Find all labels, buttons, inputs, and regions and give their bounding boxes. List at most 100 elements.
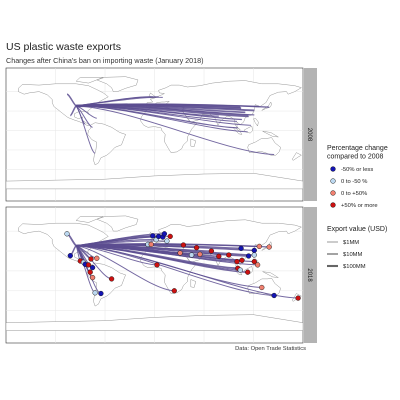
color-legend-label: -50% or less bbox=[341, 167, 373, 173]
size-legend-label: $10MM bbox=[343, 252, 363, 258]
destination-point bbox=[295, 295, 301, 301]
destination-point bbox=[180, 242, 187, 248]
destination-point bbox=[98, 290, 104, 297]
destination-point bbox=[167, 233, 173, 240]
panel-2018-basemap bbox=[6, 215, 303, 331]
panel-2008-land-shape bbox=[262, 130, 279, 138]
color-legend-swatch bbox=[330, 202, 336, 208]
panel-2008-flow-line bbox=[75, 105, 97, 119]
destination-point bbox=[188, 252, 195, 258]
destination-point bbox=[177, 250, 183, 256]
destination-point bbox=[245, 253, 252, 259]
panel-2008-land-shape bbox=[18, 83, 109, 126]
panel-2018-points bbox=[64, 231, 301, 301]
size-legend-items: $1MM $10MM $100MM bbox=[327, 240, 366, 270]
panel-2008-land-shape bbox=[261, 101, 272, 111]
strip-label-2008: 2008 bbox=[306, 128, 312, 142]
panel-2008-flow-line bbox=[76, 103, 270, 108]
panel-2018-land-shape bbox=[96, 215, 139, 232]
destination-point bbox=[92, 290, 98, 296]
panel-2018-flow-line bbox=[76, 244, 197, 249]
destination-point bbox=[193, 245, 200, 251]
chart-subtitle: Changes after China's ban on importing w… bbox=[6, 56, 204, 65]
color-legend-swatch bbox=[330, 166, 336, 172]
panel-2018-flow-line bbox=[76, 245, 262, 288]
destination-point bbox=[85, 262, 92, 268]
destination-point bbox=[154, 262, 160, 268]
destination-point bbox=[239, 257, 245, 263]
panel-2008-land-shape bbox=[190, 138, 197, 147]
panel-2018-land-shape bbox=[75, 216, 104, 223]
strip-2018 bbox=[304, 207, 317, 343]
destination-point bbox=[89, 264, 96, 271]
panel-2008-land-shape bbox=[6, 173, 303, 190]
size-legend-label: $1MM bbox=[343, 240, 359, 246]
color-legend-swatch bbox=[330, 190, 336, 196]
destination-point bbox=[266, 244, 272, 250]
destination-point bbox=[251, 258, 257, 265]
panel-2018-land-shape bbox=[262, 271, 279, 278]
panel-2008-flow-line bbox=[76, 105, 275, 155]
destination-point bbox=[245, 269, 251, 275]
panel-2018-flows bbox=[66, 232, 299, 299]
panel-2008-land-shape bbox=[253, 118, 259, 127]
destination-point bbox=[89, 274, 96, 281]
panel-2008-flow-line bbox=[76, 96, 153, 107]
panel-2018-flow-line bbox=[76, 245, 175, 292]
size-legend-label: $100MM bbox=[343, 264, 366, 270]
panel-2008-land-shape bbox=[247, 137, 281, 156]
destination-point bbox=[216, 253, 222, 259]
destination-point bbox=[150, 233, 156, 239]
destination-point bbox=[256, 243, 262, 250]
destination-point bbox=[88, 256, 94, 262]
panel-2018: 2018 bbox=[5, 206, 317, 344]
destination-point bbox=[226, 252, 232, 258]
destination-point bbox=[148, 241, 154, 248]
strip-2008 bbox=[304, 68, 317, 201]
destination-point bbox=[197, 251, 203, 257]
destination-point bbox=[171, 288, 177, 294]
color-legend-label: +50% or more bbox=[341, 203, 378, 209]
destination-point bbox=[251, 247, 257, 254]
panel-2018-flow-line bbox=[76, 233, 165, 247]
destination-point bbox=[208, 248, 215, 254]
color-legend-title-line2: compared to 2008 bbox=[327, 154, 384, 161]
color-legend-title-line1: Percentage change bbox=[327, 145, 388, 152]
size-legend-title: Export value (USD) bbox=[327, 226, 387, 233]
destination-point bbox=[254, 262, 261, 268]
panel-2008-land-shape bbox=[292, 152, 302, 161]
color-legend-label: 0 to +50% bbox=[341, 191, 367, 197]
destination-point bbox=[87, 269, 93, 275]
panel-2008: 2008 bbox=[5, 67, 317, 202]
panel-2008-flows bbox=[66, 93, 275, 155]
panel-2018-flow-line bbox=[76, 245, 181, 254]
color-legend-swatch bbox=[330, 178, 336, 184]
panel-2008-land-shape bbox=[96, 76, 139, 92]
strip-label-2018: 2018 bbox=[306, 268, 312, 282]
chart-title: US plastic waste exports bbox=[6, 41, 121, 53]
panel-2018-land-shape bbox=[190, 279, 197, 288]
destination-point bbox=[67, 253, 73, 259]
destination-point bbox=[108, 276, 115, 282]
color-legend: Percentage change compared to 2008 -50% … bbox=[327, 145, 388, 209]
destination-point bbox=[271, 292, 277, 299]
panel-2008-flow-line bbox=[76, 105, 248, 133]
panel-2008-flow-line bbox=[66, 93, 77, 107]
panel-2008-land-shape bbox=[75, 77, 104, 84]
destination-point bbox=[94, 255, 100, 261]
panel-2008-land-shape bbox=[87, 122, 126, 166]
panel-2008-flow-line bbox=[75, 105, 96, 154]
color-legend-items: -50% or less 0 to -50 % 0 to +50% +50% or m… bbox=[330, 166, 378, 209]
destination-point bbox=[161, 231, 168, 237]
chart-caption: Data: Open Trade Statistics bbox=[235, 346, 306, 352]
destination-point bbox=[238, 245, 244, 252]
panel-2018-land-shape bbox=[6, 314, 303, 331]
destination-point bbox=[259, 284, 265, 291]
destination-point bbox=[64, 231, 70, 237]
destination-point bbox=[234, 258, 240, 265]
panel-2008-flow-line bbox=[76, 105, 219, 117]
color-legend-label: 0 to -50 % bbox=[341, 179, 367, 185]
size-legend: Export value (USD) $1MM $10MM $100MM bbox=[327, 226, 387, 270]
panel-2018-flow-line bbox=[76, 245, 241, 271]
